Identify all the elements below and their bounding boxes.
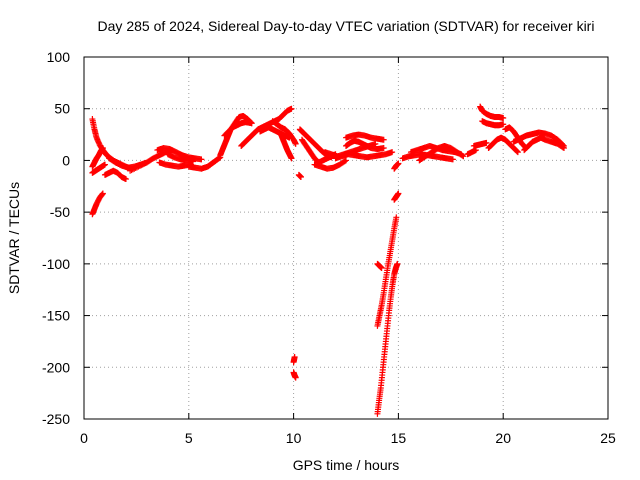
data-point xyxy=(198,156,205,163)
series-track-17 xyxy=(278,131,295,162)
series-track-32 xyxy=(391,160,402,172)
x-tick-label: 10 xyxy=(286,430,302,446)
series-track-29 xyxy=(374,214,400,329)
series-track-18 xyxy=(290,353,298,366)
data-point xyxy=(514,149,521,156)
series-track-19 xyxy=(290,369,299,381)
data-point xyxy=(393,214,400,221)
series-track-16 xyxy=(269,118,299,147)
data-point xyxy=(513,147,520,154)
data-points xyxy=(89,103,567,417)
plot-frame xyxy=(83,56,609,420)
x-axis-label: GPS time / hours xyxy=(293,457,400,473)
data-point xyxy=(380,136,387,143)
series-track-26 xyxy=(343,137,387,153)
data-point xyxy=(500,115,507,122)
data-point xyxy=(122,176,129,183)
series-track-27 xyxy=(332,149,396,162)
data-point xyxy=(559,144,566,151)
data-point xyxy=(132,165,139,172)
x-tick-label: 0 xyxy=(80,430,88,446)
data-point xyxy=(394,260,401,267)
y-tick-label: 0 xyxy=(62,152,70,168)
data-point xyxy=(99,145,106,152)
y-tick-label: 50 xyxy=(54,101,70,117)
series-track-10 xyxy=(164,151,196,165)
data-point xyxy=(395,190,402,197)
x-tick-label: 20 xyxy=(495,430,511,446)
data-point xyxy=(292,140,299,147)
data-point xyxy=(460,153,467,160)
series-track-04 xyxy=(89,145,106,170)
series-track-37 xyxy=(470,139,490,149)
series-track-38 xyxy=(477,103,507,122)
y-axis-ticks: -250 -200 -150 -100 -50 0 50 100 xyxy=(42,49,608,427)
y-tick-label: -200 xyxy=(42,359,70,375)
y-tick-label: -150 xyxy=(42,308,70,324)
chart-title: Day 285 of 2024, Sidereal Day-to-day VTE… xyxy=(98,18,595,34)
series-track-35 xyxy=(416,142,467,164)
x-tick-label: 5 xyxy=(185,430,193,446)
data-point xyxy=(380,145,387,152)
series-track-30 xyxy=(374,260,401,417)
data-point xyxy=(127,167,134,174)
data-point xyxy=(290,359,297,366)
y-tick-label: -250 xyxy=(42,411,70,427)
data-point xyxy=(101,161,108,168)
series-track-31 xyxy=(391,190,402,203)
series-track-23 xyxy=(311,157,349,172)
data-point xyxy=(135,163,142,170)
data-point xyxy=(131,165,138,172)
y-tick-label: -100 xyxy=(42,256,70,272)
data-point xyxy=(343,157,349,164)
data-point xyxy=(129,166,136,173)
data-point xyxy=(288,155,295,162)
y-tick-label: 100 xyxy=(47,49,71,65)
data-point xyxy=(389,149,396,156)
grid-lines xyxy=(84,57,608,419)
data-point xyxy=(341,158,348,165)
data-point xyxy=(378,264,385,271)
data-point xyxy=(560,145,567,152)
data-point xyxy=(459,152,466,159)
data-point xyxy=(449,156,456,163)
data-point xyxy=(297,173,304,180)
series-track-39 xyxy=(479,118,507,129)
series-track-36 xyxy=(464,147,479,158)
data-point xyxy=(99,190,106,197)
data-point xyxy=(292,374,299,381)
data-point xyxy=(134,164,141,171)
series-track-20 xyxy=(295,171,304,180)
data-point xyxy=(141,160,148,167)
data-point xyxy=(189,158,196,165)
x-axis-ticks: 0 5 10 15 20 25 xyxy=(80,57,616,446)
x-tick-label: 15 xyxy=(391,430,407,446)
data-point xyxy=(248,120,255,127)
data-point xyxy=(138,162,145,169)
series-track-25 xyxy=(343,131,387,143)
series-track-02 xyxy=(89,190,106,218)
data-point xyxy=(483,139,490,146)
data-point xyxy=(500,121,507,128)
data-point xyxy=(514,148,521,155)
data-point xyxy=(128,167,135,174)
y-tick-label: -50 xyxy=(50,204,70,220)
series-track-08 xyxy=(154,145,205,163)
series-track-03 xyxy=(89,161,108,176)
y-axis-label: SDTVAR / TECUs xyxy=(6,182,22,294)
series-track-40 xyxy=(485,134,521,156)
series-track-05 xyxy=(101,167,129,183)
data-point xyxy=(136,162,143,169)
series-track-13 xyxy=(221,119,255,139)
x-tick-label: 25 xyxy=(600,430,616,446)
series-track-43 xyxy=(521,134,567,154)
data-point xyxy=(288,105,295,112)
series-track-28 xyxy=(374,260,385,271)
series-track-11 xyxy=(185,154,224,172)
data-point xyxy=(395,160,402,167)
data-point xyxy=(139,161,146,168)
